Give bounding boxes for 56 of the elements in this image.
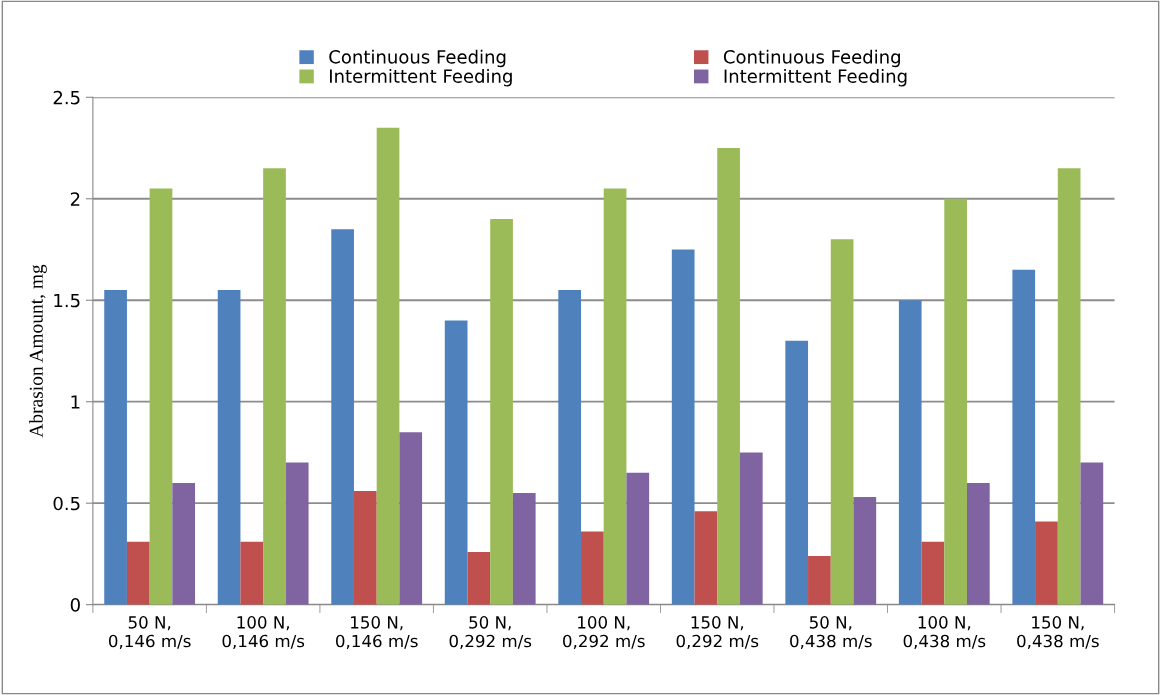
bar <box>467 551 491 605</box>
y-tick-label: 2.5 <box>53 90 80 105</box>
y-tick-label: 2 <box>70 192 80 206</box>
bar <box>1080 462 1104 605</box>
bar <box>581 531 604 605</box>
legend-label: Continuous Feeding <box>329 49 506 68</box>
bar <box>353 491 377 605</box>
bar <box>853 497 877 605</box>
y-tick-label: 0 <box>70 598 80 612</box>
bar <box>331 229 354 605</box>
bar <box>785 340 809 605</box>
bar <box>104 290 127 605</box>
x-tick-label: 150 N, 0,292 m/s <box>676 616 759 650</box>
x-tick-label: 100 N, 0,146 m/s <box>222 616 305 650</box>
x-tick-label: 50 N, 0,146 m/s <box>108 616 191 650</box>
bar <box>217 290 241 605</box>
x-tick-label: 150 N, 0,146 m/s <box>336 616 418 650</box>
bar <box>808 555 831 605</box>
bar <box>966 482 990 605</box>
x-tick-label: 150 N, 0,438 m/s <box>1017 616 1099 650</box>
bar <box>1012 269 1036 605</box>
x-tick-label: 100 N, 0,438 m/s <box>903 616 986 650</box>
y-tick-label: 1.5 <box>54 293 80 308</box>
bar <box>830 239 854 605</box>
bar <box>263 168 286 605</box>
bar <box>898 300 922 605</box>
bar <box>126 541 150 605</box>
bar <box>558 290 582 605</box>
bar <box>1035 521 1058 605</box>
bar <box>671 249 695 605</box>
bar <box>603 188 627 605</box>
bar <box>694 511 718 605</box>
bar <box>512 493 536 605</box>
x-tick-label: 100 N, 0,292 m/s <box>563 616 645 650</box>
bar <box>1057 168 1081 605</box>
bar <box>149 188 173 605</box>
x-tick-label: 50 N, 0,438 m/s <box>790 616 872 650</box>
y-axis-title: Abrasion Amount, mg <box>29 264 47 438</box>
bar <box>921 541 945 605</box>
bar <box>717 148 740 605</box>
legend-label: Intermittent Feeding <box>724 68 907 87</box>
bar <box>626 472 650 605</box>
bar <box>376 127 400 605</box>
y-tick-label: 1 <box>71 395 80 409</box>
legend-label: Intermittent Feeding <box>330 68 512 87</box>
bar <box>399 432 423 605</box>
bar <box>240 541 264 605</box>
bar <box>172 482 196 605</box>
bar <box>490 219 513 605</box>
y-tick-label: 0.5 <box>53 496 80 511</box>
legend-label: Continuous Feeding <box>723 49 900 68</box>
x-tick-label: 50 N, 0,292 m/s <box>449 616 532 650</box>
bar <box>944 198 967 605</box>
bar <box>444 320 468 605</box>
bar <box>739 452 763 605</box>
bar <box>285 462 309 605</box>
